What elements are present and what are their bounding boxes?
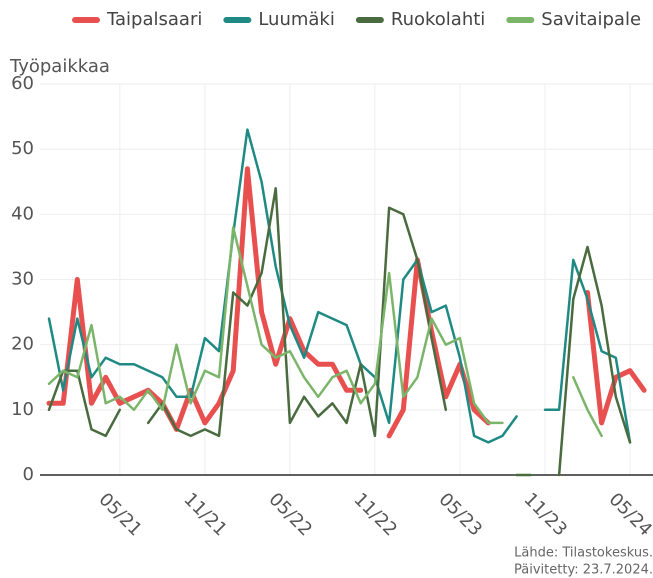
legend-label: Luumäki — [258, 9, 335, 30]
legend-label: Ruokolahti — [391, 9, 485, 30]
y-axis-label: Työpaikkaa — [9, 56, 110, 77]
y-tick-label: 40 — [11, 203, 34, 224]
series-line — [46, 166, 647, 439]
x-tick-label: 11/22 — [349, 489, 401, 541]
x-tick-label: 05/21 — [94, 489, 146, 541]
y-tick-label: 50 — [11, 138, 34, 159]
legend-label: Taipalsaari — [106, 9, 202, 30]
x-tick-label: 11/23 — [520, 489, 572, 541]
x-tick-label: 11/21 — [179, 489, 231, 541]
series-line — [47, 187, 632, 477]
y-tick-label: 30 — [11, 269, 34, 290]
y-tick-label: 10 — [11, 399, 34, 420]
legend-label: Savitaipale — [541, 9, 641, 30]
y-tick-label: 60 — [11, 73, 34, 94]
y-tick-label: 20 — [11, 334, 34, 355]
x-tick-label: 05/24 — [605, 489, 653, 541]
caption: Päivitetty: 23.7.2024. — [514, 563, 653, 578]
y-tick-label: 0 — [23, 464, 34, 485]
x-tick-label: 05/22 — [264, 489, 316, 541]
series-line — [47, 226, 603, 438]
x-tick-label: 05/23 — [435, 489, 487, 541]
caption: Lähde: Tilastokeskus. — [514, 546, 653, 561]
